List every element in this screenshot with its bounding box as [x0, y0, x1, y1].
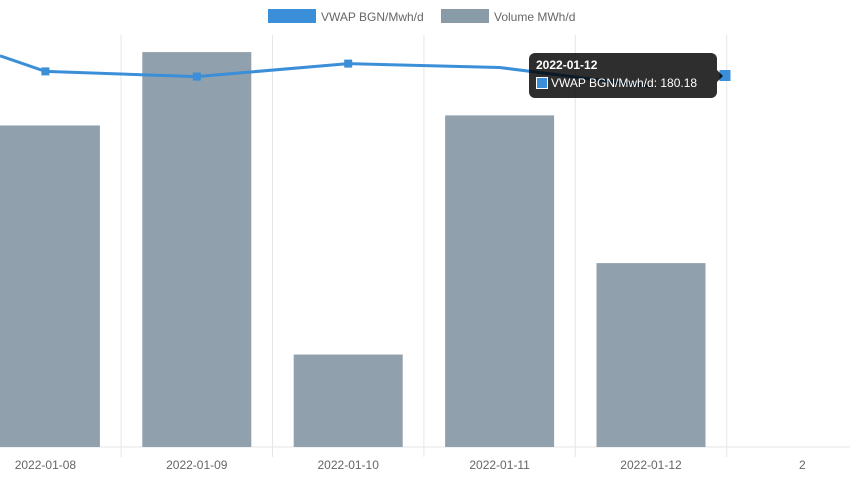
x-axis-ticks: 2 2022-01-08 2022-01-09 2022-01-10 2022-01-1… [0, 458, 806, 472]
chart-tooltip: 2022-01-12 VWAP BGN/Mwh/d: 180.18 [529, 53, 723, 98]
bar-volume-2022-01-08[interactable] [0, 125, 100, 447]
point-vwap-2022-01-08[interactable] [41, 67, 50, 76]
point-vwap-2022-01-10[interactable] [344, 59, 353, 68]
bars [0, 52, 706, 448]
tooltip-swatch [536, 77, 548, 89]
legend-swatch-volume [441, 9, 489, 23]
bar-volume-2022-01-11[interactable] [445, 115, 555, 447]
x-tick-label: 2022-01-12 [620, 458, 682, 472]
legend[interactable]: VWAP BGN/Mwh/d Volume MWh/d [268, 9, 575, 24]
x-tick-label: 2 [799, 458, 806, 472]
legend-label-volume: Volume MWh/d [494, 10, 575, 24]
legend-swatch-vwap [268, 9, 316, 23]
grid [0, 35, 850, 457]
x-tick-label: 2022-01-11 [469, 458, 530, 472]
tooltip-title: 2022-01-12 [536, 58, 598, 72]
x-tick-label: 2022-01-10 [318, 458, 380, 472]
bar-volume-2022-01-10[interactable] [293, 354, 403, 447]
line-vwap [0, 54, 652, 88]
bar-volume-2022-01-09[interactable] [142, 52, 252, 448]
tooltip-row: VWAP BGN/Mwh/d: 180.18 [536, 76, 710, 90]
x-tick-label: 2022-01-08 [15, 458, 77, 472]
legend-label-vwap: VWAP BGN/Mwh/d [321, 10, 424, 24]
bar-volume-2022-01-12[interactable] [596, 263, 706, 447]
x-tick-label: 2022-01-09 [166, 458, 228, 472]
point-vwap-2022-01-12[interactable] [719, 70, 731, 81]
point-vwap-2022-01-09[interactable] [192, 72, 201, 81]
tooltip-label: VWAP BGN/Mwh/d: 180.18 [551, 76, 698, 90]
line-series [0, 54, 731, 88]
